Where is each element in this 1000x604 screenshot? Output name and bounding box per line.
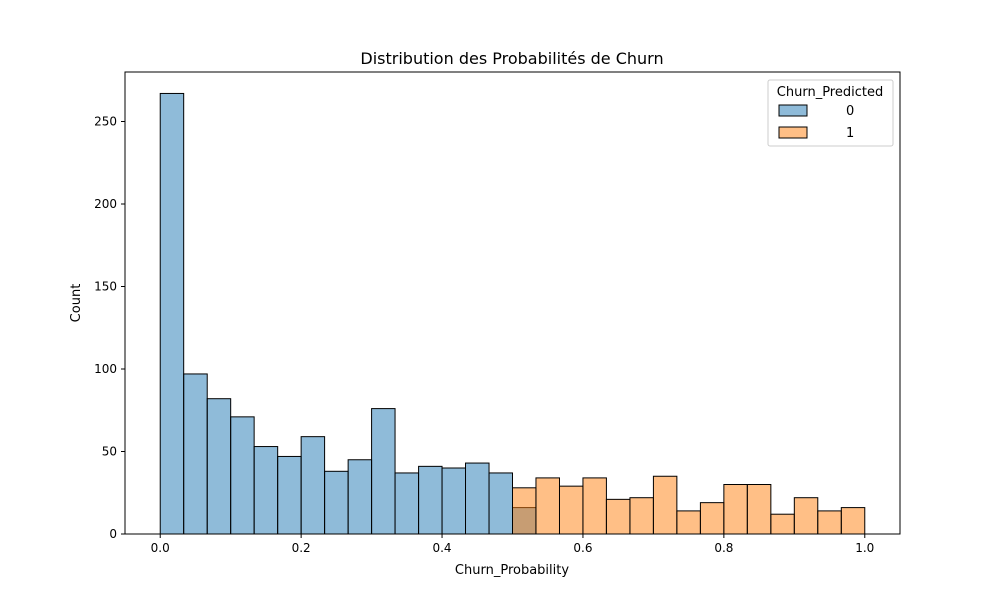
bar-series-1-bin-20 [629, 497, 654, 535]
x-axis-ticks: 0.0 0.2 0.4 0.6 0.8 1.0 [151, 534, 874, 555]
bar-series-0-bin-10 [394, 472, 420, 535]
bar-series-1-bin-25 [746, 484, 772, 535]
bar-series-0-bin-1 [183, 373, 208, 535]
bar-series-1-bin-29 [840, 507, 866, 535]
bar-series-1-bin-16 [535, 477, 560, 535]
x-tick-label: 0.0 [151, 541, 170, 555]
bar-series-0-bin-3 [230, 416, 255, 535]
bar-series-0-bin-14 [488, 472, 513, 535]
bar-series-0-bin-7 [324, 470, 349, 535]
bars-group [159, 92, 866, 535]
x-tick-label: 0.2 [292, 541, 311, 555]
bar-series-0-bin-6 [300, 436, 326, 535]
bar-series-1-bin-22 [676, 510, 701, 535]
bar-series-1-bin-19 [605, 498, 631, 535]
legend-label-1: 1 [846, 126, 854, 141]
bar-series-0-bin-2 [206, 398, 232, 535]
chart-title: Distribution des Probabilités de Churn [360, 49, 663, 68]
bar-series-1-bin-24 [723, 484, 748, 535]
plot-frame [124, 71, 901, 535]
y-tick-label: 250 [94, 115, 117, 129]
legend-label-0: 0 [846, 104, 854, 119]
bar-series-1-bin-26 [770, 513, 795, 535]
y-tick-label: 150 [94, 280, 117, 294]
legend-title: Churn_Predicted [777, 85, 883, 100]
bar-series-1-bin-28 [817, 510, 842, 535]
bar-series-1-bin-27 [793, 497, 819, 535]
bar-series-0-bin-5 [277, 455, 302, 535]
bar-series-0-bin-0 [159, 92, 185, 535]
legend-swatch-1 [778, 126, 808, 139]
y-tick-label: 200 [94, 197, 117, 211]
bar-series-0-bin-13 [465, 462, 490, 535]
x-axis-label: Churn_Probability [455, 563, 569, 578]
x-tick-label: 0.6 [573, 541, 592, 555]
y-tick-label: 100 [94, 362, 117, 376]
bar-series-1-bin-15 [512, 487, 537, 535]
x-tick-label: 0.8 [714, 541, 733, 555]
y-tick-label: 50 [102, 445, 117, 459]
y-axis-ticks: 0 50 100 150 200 250 [94, 115, 125, 541]
bar-series-0-bin-11 [418, 465, 443, 535]
bar-series-1-bin-18 [582, 477, 607, 535]
bar-series-0-bin-4 [253, 446, 279, 535]
x-tick-label: 1.0 [855, 541, 874, 555]
bar-series-0-bin-12 [441, 467, 467, 535]
bar-series-1-bin-23 [699, 502, 725, 535]
x-tick-label: 0.4 [432, 541, 451, 555]
bar-series-0-bin-9 [371, 408, 396, 535]
y-axis-label: Count [69, 284, 84, 323]
bar-series-1-bin-21 [652, 475, 678, 535]
legend: Churn_Predicted 0 1 [767, 79, 894, 147]
bar-series-1-bin-17 [558, 485, 584, 535]
bar-series-0-bin-8 [347, 459, 373, 535]
y-tick-label: 0 [109, 527, 117, 541]
legend-swatch-0 [778, 104, 808, 117]
